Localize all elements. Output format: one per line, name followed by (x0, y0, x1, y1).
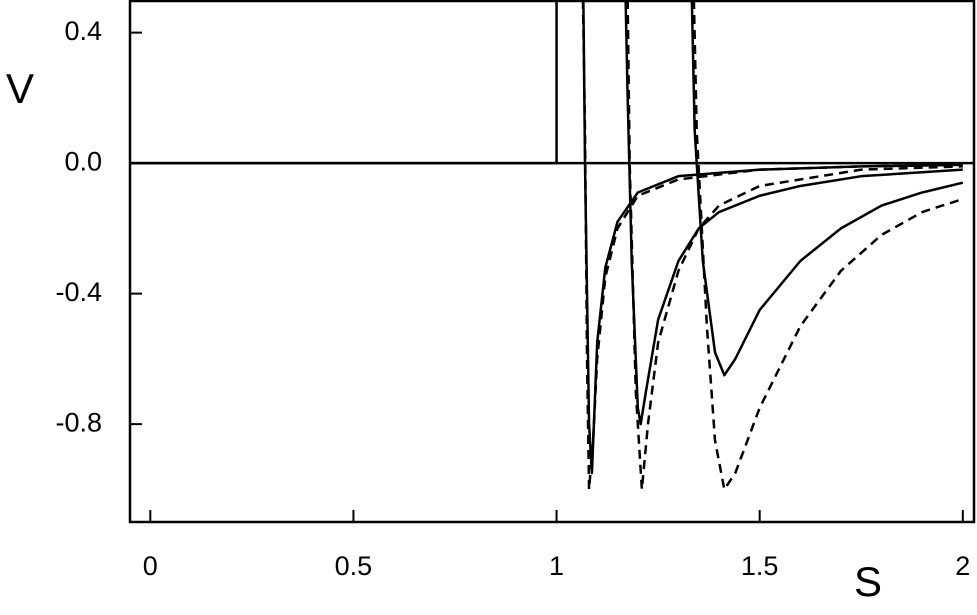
plot-area (130, 0, 975, 491)
x-tick-label: 0.5 (335, 551, 373, 581)
y-tick-label: -0.4 (55, 277, 102, 307)
curve (626, 0, 963, 491)
x-axis-label: S (854, 558, 882, 605)
curve (130, 0, 558, 165)
x-tick-label: 0 (143, 551, 158, 581)
curve (692, 0, 964, 491)
plot-frame (128, 0, 976, 524)
y-tick-label: 0.4 (64, 16, 102, 46)
y-tick-label: -0.8 (55, 407, 102, 437)
x-tick-label: 1 (549, 551, 564, 581)
x-tick-label: 2 (955, 551, 970, 581)
curve (582, 0, 963, 475)
y-axis-label: V (6, 65, 34, 112)
curve (624, 0, 963, 426)
x-tick-label: 1.5 (741, 551, 779, 581)
curve (690, 0, 964, 377)
y-tick-label: 0.0 (64, 146, 102, 176)
